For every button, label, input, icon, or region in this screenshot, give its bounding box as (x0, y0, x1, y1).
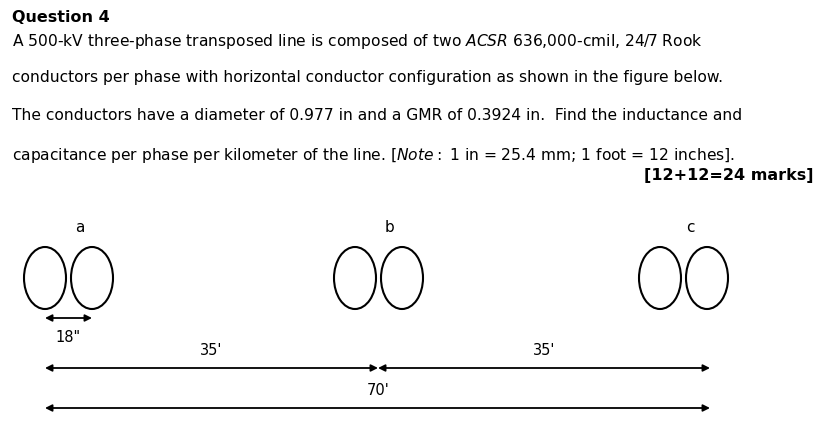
Text: c: c (686, 221, 695, 236)
Text: 18": 18" (55, 330, 81, 345)
Text: capacitance per phase per kilometer of the line. [$\it{Note:}$ 1 in = 25.4 mm; 1: capacitance per phase per kilometer of t… (12, 146, 735, 165)
Text: 70': 70' (367, 383, 390, 398)
Text: Question 4: Question 4 (12, 10, 110, 25)
Text: b: b (385, 221, 395, 236)
Text: [12+12=24 marks]: [12+12=24 marks] (644, 168, 814, 183)
Text: a: a (75, 221, 85, 236)
Text: The conductors have a diameter of 0.977 in and a GMR of 0.3924 in.  Find the ind: The conductors have a diameter of 0.977 … (12, 108, 742, 123)
Text: 35': 35' (533, 343, 555, 358)
Text: A 500-kV three-phase transposed line is composed of two $\it{ACSR}$ 636,000-cmil: A 500-kV three-phase transposed line is … (12, 32, 703, 51)
Text: 35': 35' (199, 343, 222, 358)
Text: conductors per phase with horizontal conductor configuration as shown in the fig: conductors per phase with horizontal con… (12, 70, 723, 85)
